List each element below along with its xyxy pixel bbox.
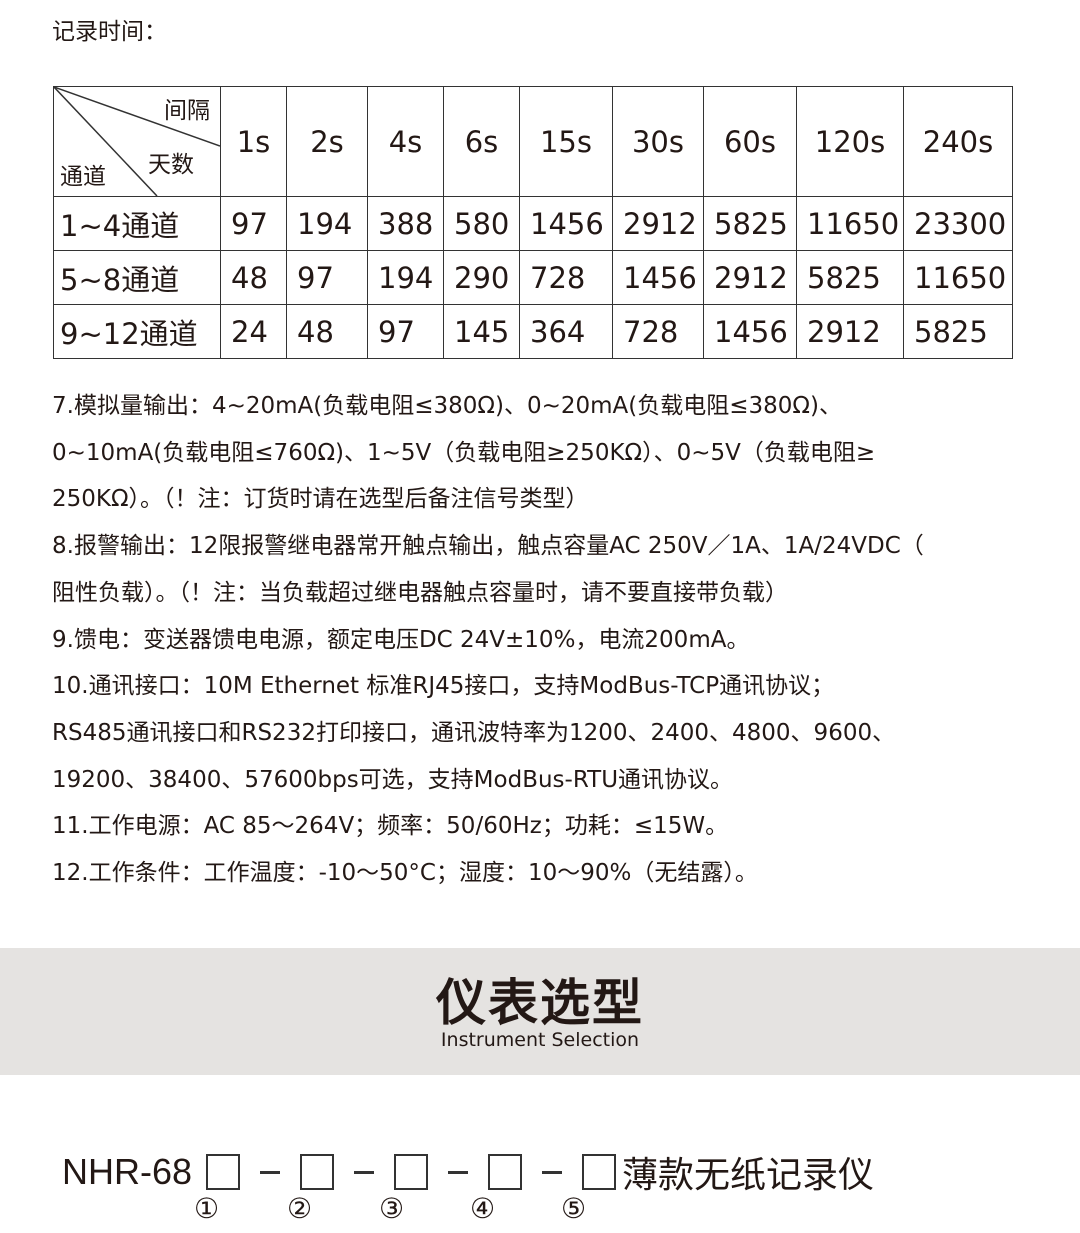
- spec-line: 8.报警输出：12限报警继电器常开触点输出，触点容量AC 250V／1A、1A/…: [52, 533, 924, 560]
- option-box-1: [206, 1154, 241, 1190]
- marker-1: ①: [194, 1192, 220, 1225]
- value-cell: 11650: [796, 196, 904, 251]
- channel-cell: 5~8通道: [53, 250, 221, 305]
- spec-line: 10.通讯接口：10M Ethernet 标准RJ45接口，支持ModBus-T…: [52, 673, 835, 700]
- spec-line: 12.工作条件：工作温度：-10～50°C；湿度：10～90%（无结露）。: [52, 860, 758, 887]
- corner-channel: 通道: [60, 164, 106, 190]
- header-cell: 1s: [220, 86, 287, 197]
- header-cell: 60s: [703, 86, 797, 197]
- corner-cell: 间隔 天数 通道: [53, 86, 221, 197]
- spec-line: 7.模拟量输出：4~20mA(负载电阻≤380Ω)、0~20mA(负载电阻≤38…: [52, 393, 842, 419]
- value-cell: 1456: [703, 304, 797, 359]
- value-cell: 145: [443, 304, 520, 359]
- header-cell: 240s: [903, 86, 1013, 197]
- value-cell: 97: [220, 196, 287, 251]
- dash: [448, 1170, 469, 1174]
- dash: [354, 1170, 375, 1174]
- marker-5: ⑤: [561, 1192, 587, 1225]
- spec-list: 7.模拟量输出：4~20mA(负载电阻≤380Ω)、0~20mA(负载电阻≤38…: [52, 383, 924, 897]
- value-cell: 194: [286, 196, 368, 251]
- spec-line: 0~10mA(负载电阻≤760Ω)、1~5V（负载电阻≥250KΩ）、0~5V（…: [52, 439, 876, 466]
- value-cell: 24: [220, 304, 287, 359]
- value-cell: 388: [367, 196, 444, 251]
- option-box-2: [300, 1154, 335, 1190]
- value-cell: 580: [443, 196, 520, 251]
- marker-3: ③: [379, 1192, 405, 1225]
- value-cell: 5825: [796, 250, 904, 305]
- value-cell: 48: [220, 250, 287, 305]
- spec-line: 11.工作电源：AC 85～264V；频率：50/60Hz；功耗：≤15W。: [52, 813, 729, 840]
- value-cell: 364: [519, 304, 613, 359]
- value-cell: 2912: [612, 196, 704, 251]
- header-cell: 120s: [796, 86, 904, 197]
- spec-line: 250KΩ）。（！注：订货时请在选型后备注信号类型）: [52, 486, 589, 513]
- value-cell: 5825: [903, 304, 1013, 359]
- corner-interval: 间隔: [164, 98, 210, 124]
- value-cell: 1456: [612, 250, 704, 305]
- spec-line: 9.馈电：变送器馈电电源，额定电压DC 24V±10%，电流200mA。: [52, 626, 750, 653]
- value-cell: 48: [286, 304, 368, 359]
- model-prefix: NHR-68: [62, 1151, 193, 1192]
- header-cell: 2s: [286, 86, 368, 197]
- table-row: 9~12通道 24 48 97 145 364 728 1456 2912 58…: [53, 304, 1013, 359]
- value-cell: 5825: [703, 196, 797, 251]
- table-row: 5~8通道 48 97 194 290 728 1456 2912 5825 1…: [53, 250, 1013, 305]
- value-cell: 2912: [796, 304, 904, 359]
- value-cell: 1456: [519, 196, 613, 251]
- diagonal-lines: [54, 87, 220, 196]
- header-cell: 6s: [443, 86, 520, 197]
- table-header-row: 间隔 天数 通道 1s 2s 4s 6s 15s 30s 60s 120s 24…: [53, 86, 1013, 197]
- spec-line: 阻性负载）。（！注：当负载超过继电器触点容量时，请不要直接带负载）: [52, 579, 788, 606]
- option-box-3: [394, 1154, 429, 1190]
- table-row: 1~4通道 97 194 388 580 1456 2912 5825 1165…: [53, 196, 1013, 251]
- marker-2: ②: [287, 1192, 313, 1225]
- marker-4: ④: [470, 1192, 496, 1225]
- option-box-4: [488, 1154, 523, 1190]
- value-cell: 97: [286, 250, 368, 305]
- value-cell: 11650: [903, 250, 1013, 305]
- record-time-label: 记录时间：: [52, 19, 167, 45]
- header-cell: 15s: [519, 86, 613, 197]
- dash: [260, 1170, 281, 1174]
- spec-line: 19200、38400、57600bps可选，支持ModBus-RTU通讯协议。: [52, 766, 734, 793]
- value-cell: 194: [367, 250, 444, 305]
- value-cell: 728: [519, 250, 613, 305]
- value-cell: 2912: [703, 250, 797, 305]
- corner-days: 天数: [148, 152, 194, 178]
- channel-cell: 9~12通道: [53, 304, 221, 359]
- value-cell: 290: [443, 250, 520, 305]
- channel-cell: 1~4通道: [53, 196, 221, 251]
- model-code: NHR-68 薄款无纸记录仪: [62, 1146, 874, 1198]
- header-cell: 4s: [367, 86, 444, 197]
- header-cell: 30s: [612, 86, 704, 197]
- model-suffix: 薄款无纸记录仪: [622, 1155, 875, 1196]
- section-subtitle: Instrument Selection: [440, 1029, 640, 1051]
- section-banner: 仪表选型 Instrument Selection: [0, 948, 1080, 1075]
- value-cell: 23300: [903, 196, 1013, 251]
- section-title: 仪表选型: [436, 974, 644, 1032]
- record-time-table: 间隔 天数 通道 1s 2s 4s 6s 15s 30s 60s 120s 24…: [53, 86, 1013, 359]
- dash: [542, 1170, 563, 1174]
- option-box-5: [582, 1154, 617, 1190]
- value-cell: 728: [612, 304, 704, 359]
- value-cell: 97: [367, 304, 444, 359]
- spec-line: RS485通讯接口和RS232打印接口，通讯波特率为1200、2400、4800…: [52, 719, 896, 746]
